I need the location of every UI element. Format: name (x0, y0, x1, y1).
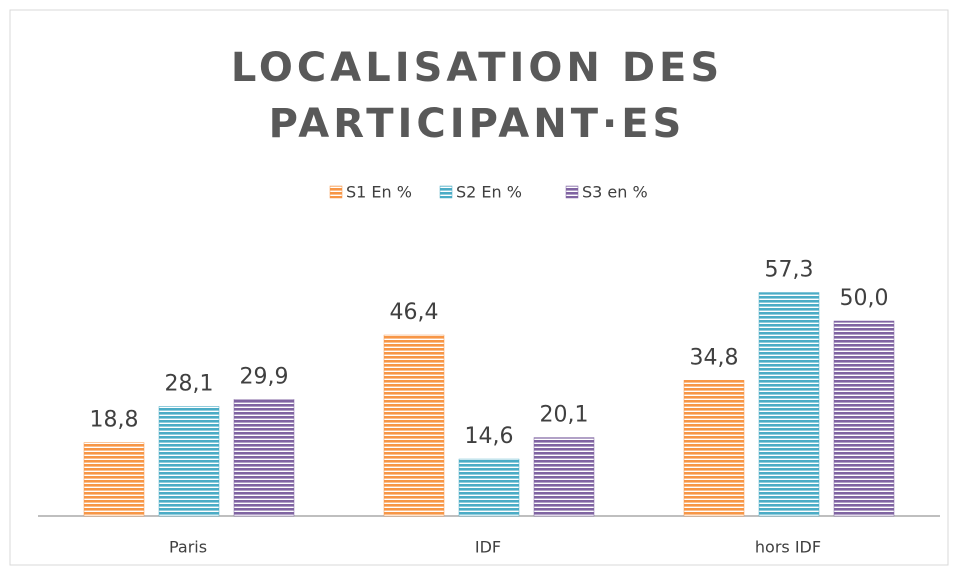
value-label: 50,0 (840, 286, 889, 311)
bar (758, 292, 820, 517)
x-tick-label: hors IDF (755, 538, 821, 557)
legend-label: S1 En % (346, 183, 412, 202)
bar (233, 399, 295, 517)
legend-swatch (439, 185, 453, 199)
bar (683, 380, 745, 517)
bar (83, 442, 145, 517)
value-label: 29,9 (240, 364, 289, 389)
bar (158, 406, 220, 517)
bar (458, 458, 520, 517)
bar (383, 334, 445, 517)
chart-title: LOCALISATION DES PARTICIPANT·ES (230, 45, 724, 147)
x-tick-label: Paris (169, 538, 207, 557)
value-label: 34,8 (690, 345, 739, 370)
legend-swatch (565, 185, 579, 199)
legend-swatch (329, 185, 343, 199)
legend-label: S2 En % (456, 183, 522, 202)
bar (833, 320, 895, 517)
value-label: 28,1 (165, 371, 214, 396)
value-label: 57,3 (765, 258, 814, 283)
x-tick-label: IDF (475, 538, 501, 557)
bar (533, 437, 595, 517)
value-label: 14,6 (465, 424, 514, 449)
value-label: 46,4 (390, 300, 439, 325)
legend-label: S3 en % (582, 183, 648, 202)
value-label: 20,1 (540, 403, 589, 428)
value-label: 18,8 (90, 408, 139, 433)
